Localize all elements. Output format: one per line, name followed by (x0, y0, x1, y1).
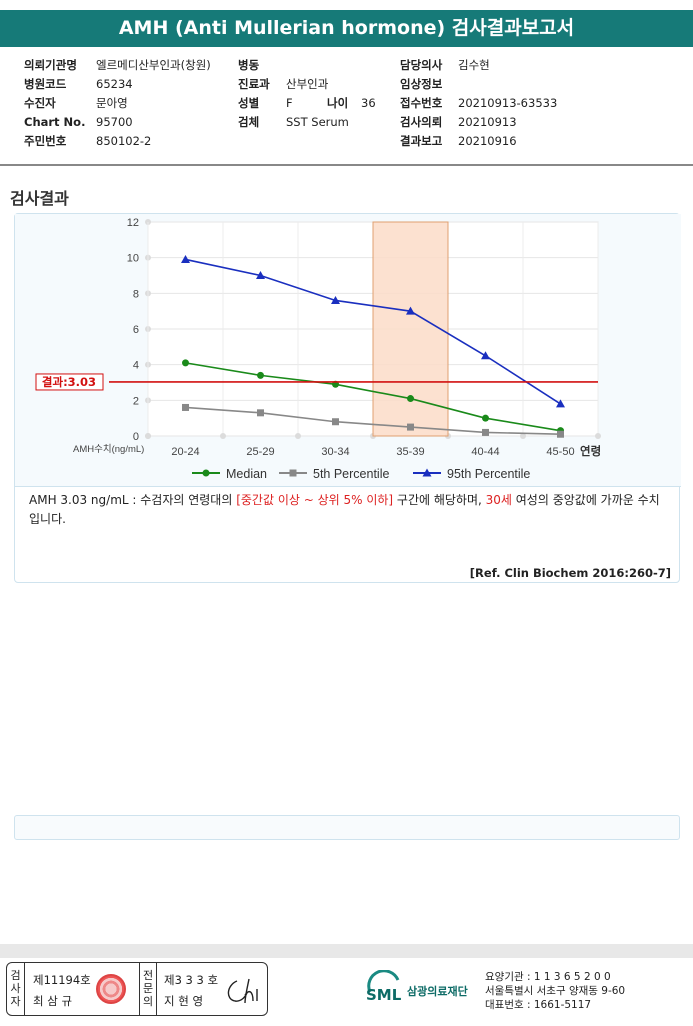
chart-area: 0 2 4 6 8 10 12 20-24 25-29 30-34 35-39 40-44 45-50 A… (15, 214, 681, 486)
x-axis-label-right: 연령 (580, 444, 601, 458)
x-tick-label: 35-39 (396, 446, 424, 458)
x-tick-dot (595, 433, 601, 439)
footer-divider (0, 944, 693, 958)
info-row: Chart No. 95700 (24, 115, 133, 129)
data-point (256, 271, 265, 279)
result-label-box (35, 373, 104, 391)
result-description-area: AMH 3.03 ng/mL : 수검자의 연령대의 [중간값 이상 ~ 상위 … (15, 486, 681, 584)
series-line (185, 362, 561, 432)
reference: [Ref. Clin Biochem 2016:260-7] (469, 566, 671, 580)
result-label: 결과:3.03 (42, 375, 96, 389)
data-point (257, 371, 264, 379)
y-tick-label: 2 (133, 395, 139, 407)
report-title: AMH (Anti Mullerian hormone) 검사결과보고서 (0, 10, 693, 47)
data-point (482, 428, 489, 436)
info-row: 진료과 산부인과 (238, 77, 329, 91)
x-axis-label-left: AMH수치(ng/mL) (73, 443, 144, 455)
y-tick-label: 12 (127, 217, 139, 229)
x-tick-label: 30-34 (321, 446, 349, 458)
series-line (185, 406, 561, 436)
info-row: 주민번호 850102-2 (24, 134, 152, 148)
data-point (481, 351, 490, 360)
series-line (185, 258, 561, 405)
info-row: 성별 F (238, 96, 293, 110)
seal-stamp-icon (96, 974, 126, 1004)
result-panel: 0 2 4 6 8 10 12 20-24 25-29 30-34 35-39 40-44 45-50 A… (14, 213, 681, 584)
age-group-highlight (372, 221, 449, 437)
info-row: 병원코드 65234 (24, 77, 133, 91)
data-point (332, 418, 339, 426)
info-row: 병동 (238, 58, 260, 72)
x-tick-dot (145, 433, 151, 439)
data-point (181, 254, 190, 263)
legend-marker (289, 469, 297, 477)
info-row: 담당의사 김수현 (400, 58, 490, 72)
result-description: AMH 3.03 ng/mL : 수검자의 연령대의 [중간값 이상 ~ 상위 … (29, 493, 660, 526)
legend-label: 5th Percentile (313, 467, 389, 481)
data-point (557, 430, 564, 438)
y-tick-label: 4 (133, 360, 139, 372)
specialist-id: 제3 3 3 호 (164, 973, 219, 987)
y-tick-label: 0 (133, 431, 139, 443)
section-title: 검사결과 (10, 189, 69, 208)
x-tick-dot (520, 433, 526, 439)
data-point (257, 409, 264, 417)
y-tick-label: 6 (133, 324, 139, 336)
handwritten-signature-icon (227, 978, 258, 1004)
info-row: 임상정보 (400, 77, 443, 91)
data-point (482, 414, 489, 422)
data-point (407, 423, 414, 431)
x-tick-dot (295, 433, 301, 439)
data-point (407, 395, 414, 403)
data-point (331, 295, 340, 304)
data-point (556, 399, 565, 408)
examiner-name: 최 삼 규 (33, 994, 73, 1008)
patient-info: 의뢰기관명 엘르메디산부인과(창원) 병원코드 65234 수진자 문아영 Chart… (0, 56, 693, 164)
x-tick-label: 20-24 (171, 446, 199, 458)
svg-text:SML: SML (366, 986, 402, 1004)
info-row: 수진자 문아영 (24, 96, 128, 110)
sml-logo-icon: SML (366, 970, 402, 1004)
data-point (182, 403, 189, 411)
info-row: 검사의뢰 20210913 (400, 115, 517, 129)
y-tick-label: 10 (127, 253, 139, 265)
amh-chart: 0 2 4 6 8 10 12 20-24 25-29 30-34 35-39 40-44 45-50 A… (35, 217, 601, 481)
data-point (182, 359, 189, 367)
header-divider (0, 164, 693, 166)
x-tick-label: 40-44 (471, 446, 499, 458)
info-row-age: 나이 36 (327, 96, 376, 110)
y-tick-label: 8 (133, 288, 139, 300)
x-tick-dot (220, 433, 226, 439)
logo-text: 삼광의료재단 (407, 985, 468, 998)
legend-label: Median (226, 467, 267, 481)
x-tick-label: 45-50 (546, 446, 574, 458)
legend-marker (202, 469, 210, 477)
examiner-id: 제11194호 (33, 973, 91, 987)
comment-box (14, 815, 680, 840)
x-tick-label: 25-29 (246, 446, 274, 458)
data-point (406, 306, 415, 315)
info-row: 의뢰기관명 엘르메디산부인과(창원) (24, 58, 211, 72)
legend-marker (422, 468, 432, 477)
institution-info: 요양기관 : 1 1 3 6 5 2 0 0 서울특별시 서초구 양재동 9-6… (485, 971, 626, 1011)
info-row: 검체 SST Serum (238, 115, 349, 129)
info-row: 접수번호 20210913-63533 (400, 96, 558, 110)
info-row: 결과보고 20210916 (400, 134, 517, 148)
legend-label: 95th Percentile (447, 467, 530, 481)
specialist-name: 지 현 영 (164, 994, 204, 1008)
